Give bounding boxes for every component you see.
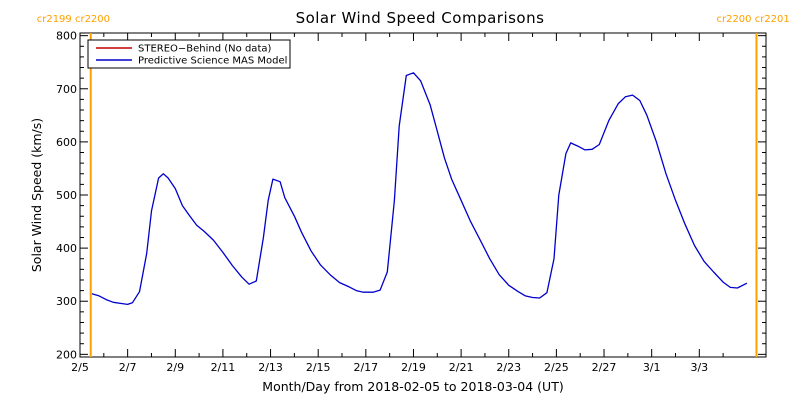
- carrington-markers: [89, 33, 758, 357]
- legend-label-mas-model: Predictive Science MAS Model: [138, 56, 287, 67]
- y-axis-title: Solar Wind Speed (km/s): [29, 118, 44, 272]
- x-tick-label: 3/3: [690, 361, 708, 374]
- x-tick-label: 2/23: [496, 361, 521, 374]
- y-tick-label: 400: [56, 242, 77, 255]
- x-tick-label: 2/5: [71, 361, 89, 374]
- y-tick-label: 500: [56, 189, 77, 202]
- x-tick-label: 2/9: [166, 361, 184, 374]
- chart-title: Solar Wind Speed Comparisons: [296, 9, 545, 27]
- y-tick-label: 300: [56, 295, 77, 308]
- legend-box: [87, 39, 291, 69]
- series-layer: [91, 72, 748, 306]
- y-tick-label: 600: [56, 136, 77, 149]
- plot-frame: [79, 32, 767, 358]
- x-tick-label: 3/1: [643, 361, 661, 374]
- y-tick-label: 700: [56, 83, 77, 96]
- x-tick-label: 2/21: [449, 361, 474, 374]
- x-axis-title: Month/Day from 2018-02-05 to 2018-03-04 …: [262, 379, 563, 394]
- y-tick-label: 800: [56, 30, 77, 43]
- legend-label-stereo: STEREO−Behind (No data): [138, 44, 271, 55]
- x-tick-label: 2/19: [401, 361, 426, 374]
- y-tick-label: 200: [56, 348, 77, 361]
- x-axis-ticks: 2/5 2/7 2/9 2/11 2/13 2/15 2/17 2/19 2/21 2/23 2/2…: [71, 33, 724, 374]
- carrington-label-left: cr2199 cr2200: [37, 14, 110, 25]
- x-tick-label: 2/25: [544, 361, 569, 374]
- x-tick-label: 2/7: [119, 361, 137, 374]
- series-line-mas-model: [91, 72, 748, 306]
- x-tick-label: 2/11: [211, 361, 236, 374]
- x-tick-label: 2/15: [306, 361, 331, 374]
- x-tick-label: 2/17: [353, 361, 378, 374]
- x-tick-label: 2/13: [258, 361, 283, 374]
- x-tick-label: 2/27: [592, 361, 617, 374]
- y-axis-ticks: 200 300 400 500 600 700 800: [56, 30, 766, 361]
- legend: STEREO−Behind (No data) Predictive Scien…: [87, 39, 291, 69]
- carrington-label-right: cr2200 cr2201: [716, 14, 789, 25]
